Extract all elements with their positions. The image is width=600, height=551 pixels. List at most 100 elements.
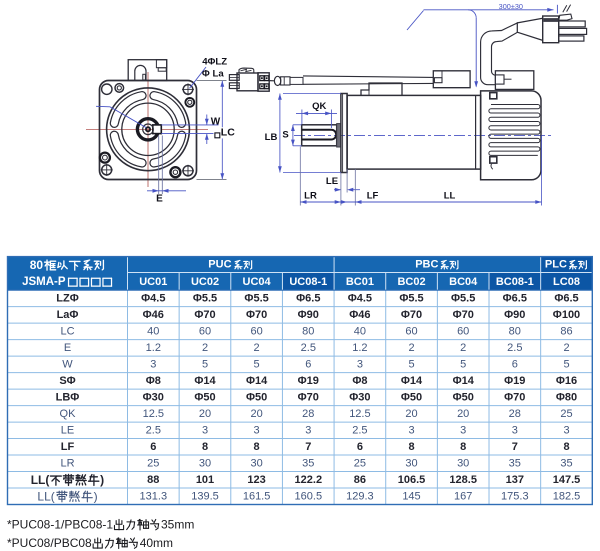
svg-text:7: 7 (512, 441, 518, 453)
svg-text:BC02: BC02 (397, 276, 425, 288)
svg-text:Φ90: Φ90 (504, 309, 525, 321)
svg-text:7: 7 (305, 441, 311, 453)
svg-text:LZΦ: LZΦ (56, 292, 78, 304)
svg-text:Φ5.5: Φ5.5 (451, 292, 475, 304)
svg-text:128.5: 128.5 (449, 474, 477, 486)
svg-text:2.5: 2.5 (146, 424, 161, 436)
svg-text:40: 40 (147, 325, 159, 337)
svg-text:PUC: PUC (208, 259, 231, 271)
svg-text:122.2: 122.2 (295, 474, 323, 486)
svg-text:167: 167 (454, 490, 472, 502)
svg-text:LaΦ: LaΦ (57, 309, 79, 321)
svg-text:8: 8 (460, 441, 466, 453)
svg-text:LC: LC (221, 126, 235, 138)
svg-text:Φ14: Φ14 (194, 375, 216, 387)
svg-text:E: E (64, 342, 71, 354)
svg-text:2: 2 (408, 342, 414, 354)
svg-text:6: 6 (512, 358, 518, 370)
svg-text:8: 8 (563, 441, 569, 453)
svg-text:Φ6.5: Φ6.5 (503, 292, 527, 304)
svg-text:LR: LR (60, 457, 74, 469)
svg-text:60: 60 (405, 325, 417, 337)
svg-text:2: 2 (254, 342, 260, 354)
svg-text:W: W (211, 117, 221, 128)
svg-text:25: 25 (560, 408, 572, 420)
svg-text:Φ5.5: Φ5.5 (399, 292, 423, 304)
svg-text:Φ70: Φ70 (504, 391, 525, 403)
svg-text:1.2: 1.2 (352, 342, 367, 354)
svg-text:Φ6.5: Φ6.5 (296, 292, 320, 304)
svg-text:30: 30 (199, 457, 211, 469)
svg-text:8: 8 (254, 441, 260, 453)
svg-text:Φ70: Φ70 (194, 309, 215, 321)
svg-text:LR: LR (304, 191, 317, 202)
svg-text:2.5: 2.5 (507, 342, 522, 354)
svg-text:Φ19: Φ19 (504, 375, 525, 387)
svg-text:12.5: 12.5 (349, 408, 370, 420)
svg-text:2: 2 (202, 342, 208, 354)
svg-text:Φ70: Φ70 (246, 309, 267, 321)
svg-text:LL(: LL( (37, 489, 54, 503)
svg-text:300±30: 300±30 (499, 2, 523, 11)
svg-text:Φ46: Φ46 (143, 309, 164, 321)
svg-text:LF: LF (367, 191, 379, 202)
svg-text:LE: LE (61, 424, 74, 436)
svg-text:4ΦLZ: 4ΦLZ (202, 57, 227, 68)
svg-text:*PUC08/PBC08: *PUC08/PBC08 (7, 536, 92, 550)
svg-text:147.5: 147.5 (553, 474, 581, 486)
svg-text:Φ50: Φ50 (194, 391, 215, 403)
svg-text:PLC: PLC (545, 259, 567, 271)
svg-text:Φ14: Φ14 (453, 375, 475, 387)
svg-text:20: 20 (250, 408, 262, 420)
svg-text:Φ8: Φ8 (146, 375, 161, 387)
svg-text:Φ4.5: Φ4.5 (141, 292, 165, 304)
svg-text:Φ50: Φ50 (401, 391, 422, 403)
svg-text:160.5: 160.5 (295, 490, 323, 502)
svg-text:Φ19: Φ19 (298, 375, 319, 387)
svg-text:1.2: 1.2 (146, 342, 161, 354)
svg-text:60: 60 (457, 325, 469, 337)
svg-text:LB: LB (265, 132, 278, 143)
svg-text:LBΦ: LBΦ (56, 391, 80, 403)
svg-text:30: 30 (405, 457, 417, 469)
svg-text:Φ50: Φ50 (246, 391, 267, 403)
svg-text:175.3: 175.3 (501, 490, 529, 502)
svg-text:2: 2 (460, 342, 466, 354)
svg-text:LE: LE (326, 176, 338, 187)
svg-text:Φ8: Φ8 (352, 375, 367, 387)
svg-text:UC04: UC04 (243, 276, 272, 288)
svg-text:80: 80 (509, 325, 521, 337)
svg-text:3: 3 (305, 424, 311, 436)
svg-text:UC01: UC01 (139, 276, 167, 288)
svg-text:131.3: 131.3 (140, 490, 168, 502)
svg-text:60: 60 (250, 325, 262, 337)
svg-text:25: 25 (147, 457, 159, 469)
svg-text:80: 80 (302, 325, 314, 337)
svg-text:JSMA-P: JSMA-P (22, 276, 66, 288)
svg-text:BC01: BC01 (346, 276, 374, 288)
svg-text:5: 5 (202, 358, 208, 370)
svg-text:6: 6 (305, 358, 311, 370)
svg-text:Φ La: Φ La (202, 68, 224, 79)
svg-text:20: 20 (199, 408, 211, 420)
svg-text:88: 88 (147, 474, 159, 486)
svg-text:Φ14: Φ14 (401, 375, 423, 387)
svg-text:182.5: 182.5 (553, 490, 581, 502)
svg-text:Φ70: Φ70 (298, 391, 319, 403)
svg-text:5: 5 (408, 358, 414, 370)
svg-text:28: 28 (509, 408, 521, 420)
svg-text:129.3: 129.3 (346, 490, 374, 502)
svg-text:30: 30 (457, 457, 469, 469)
svg-text:12.5: 12.5 (143, 408, 164, 420)
svg-text:35: 35 (509, 457, 521, 469)
svg-text:2.5: 2.5 (352, 424, 367, 436)
svg-text:8: 8 (202, 441, 208, 453)
svg-text:3: 3 (512, 424, 518, 436)
svg-text:3: 3 (357, 358, 363, 370)
svg-text:123: 123 (247, 474, 265, 486)
svg-text:Φ5.5: Φ5.5 (244, 292, 268, 304)
svg-text:Φ30: Φ30 (143, 391, 164, 403)
svg-text:LF: LF (61, 441, 75, 453)
svg-text:8: 8 (408, 441, 414, 453)
svg-text:QK: QK (312, 101, 326, 112)
